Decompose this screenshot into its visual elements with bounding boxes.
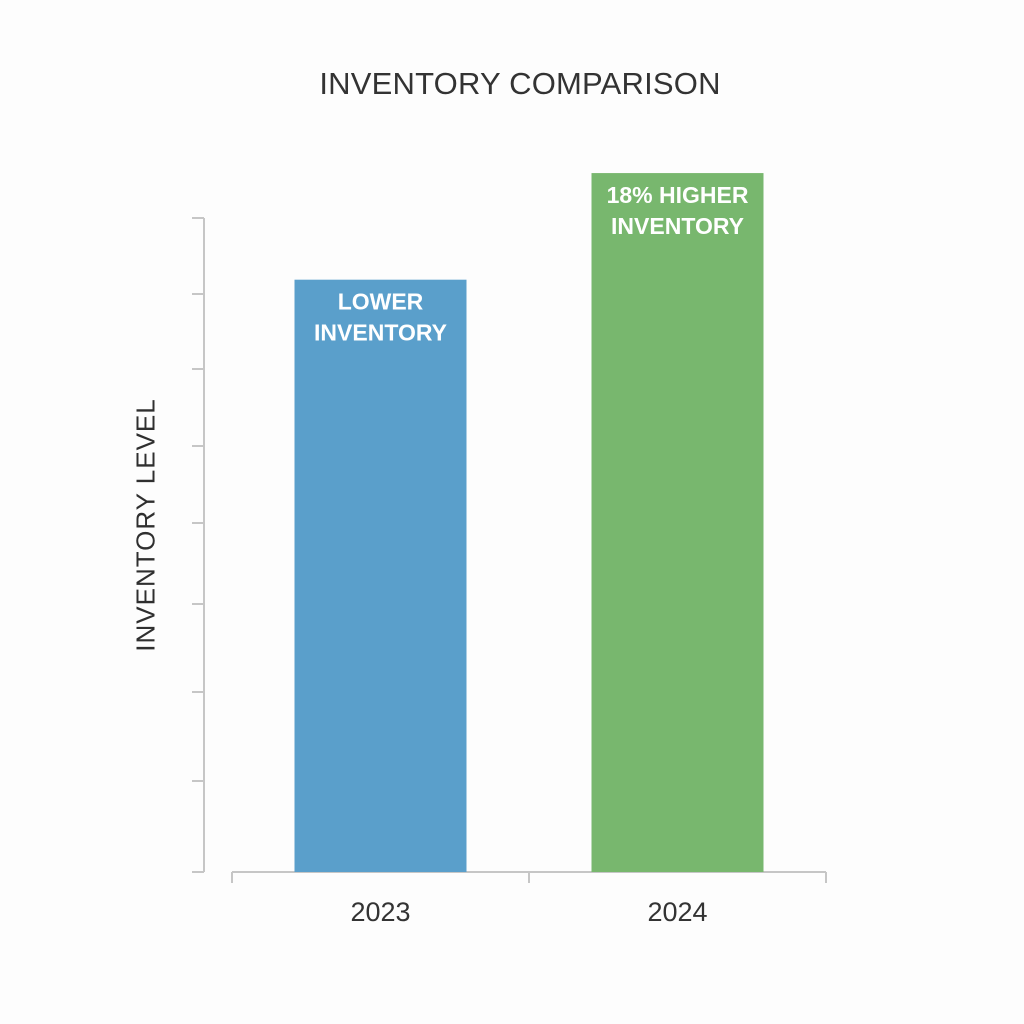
bar-2024 [591, 173, 764, 873]
bar-label-2023-line-2: INVENTORY [314, 320, 447, 346]
bar-label-2023-line-1: LOWER [338, 289, 424, 315]
bar-2023 [294, 279, 467, 872]
chart-title: INVENTORY COMPARISON [319, 66, 721, 101]
bar-label-2024-line-2: INVENTORY [611, 213, 744, 239]
bar-label-2024-line-1: 18% HIGHER [607, 182, 749, 208]
x-tick-label-2023: 2023 [350, 897, 410, 927]
x-tick-label-2024: 2024 [647, 897, 707, 927]
